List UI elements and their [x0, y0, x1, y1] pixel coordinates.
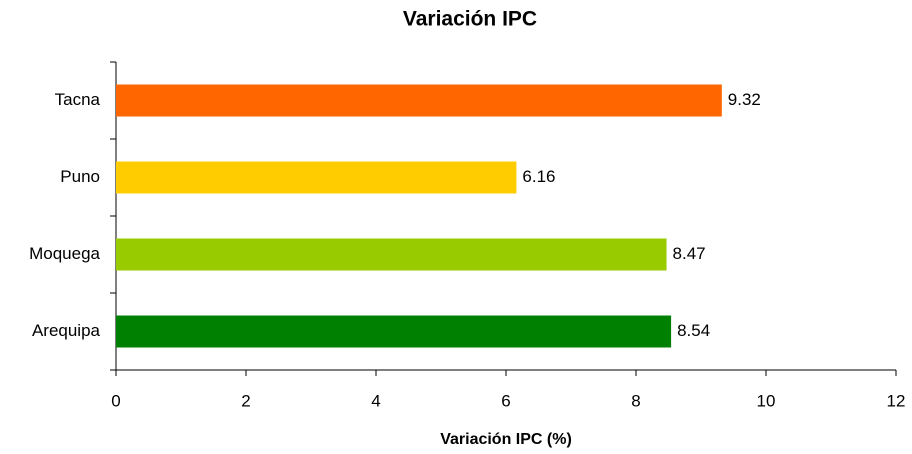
bar	[116, 238, 667, 271]
y-tick-label: Puno	[60, 167, 100, 186]
x-tick-label: 0	[111, 391, 120, 410]
bar	[116, 315, 672, 348]
y-tick-label: Moquega	[29, 244, 100, 263]
data-label: 8.54	[677, 321, 710, 340]
x-tick-label: 2	[241, 391, 250, 410]
y-tick-label: Tacna	[55, 90, 101, 109]
data-label: 8.47	[673, 244, 706, 263]
x-tick-label: 10	[757, 391, 776, 410]
x-tick-label: 6	[501, 391, 510, 410]
chart-title: Variación IPC	[403, 8, 537, 31]
data-label: 9.32	[728, 90, 761, 109]
bar	[116, 84, 722, 117]
data-label: 6.16	[522, 167, 555, 186]
bar	[116, 161, 517, 194]
x-tick-label: 8	[631, 391, 640, 410]
y-tick-label: Arequipa	[32, 321, 101, 340]
x-axis-label: Variación IPC (%)	[440, 431, 572, 448]
x-tick-label: 4	[371, 391, 380, 410]
x-tick-label: 12	[887, 391, 906, 410]
